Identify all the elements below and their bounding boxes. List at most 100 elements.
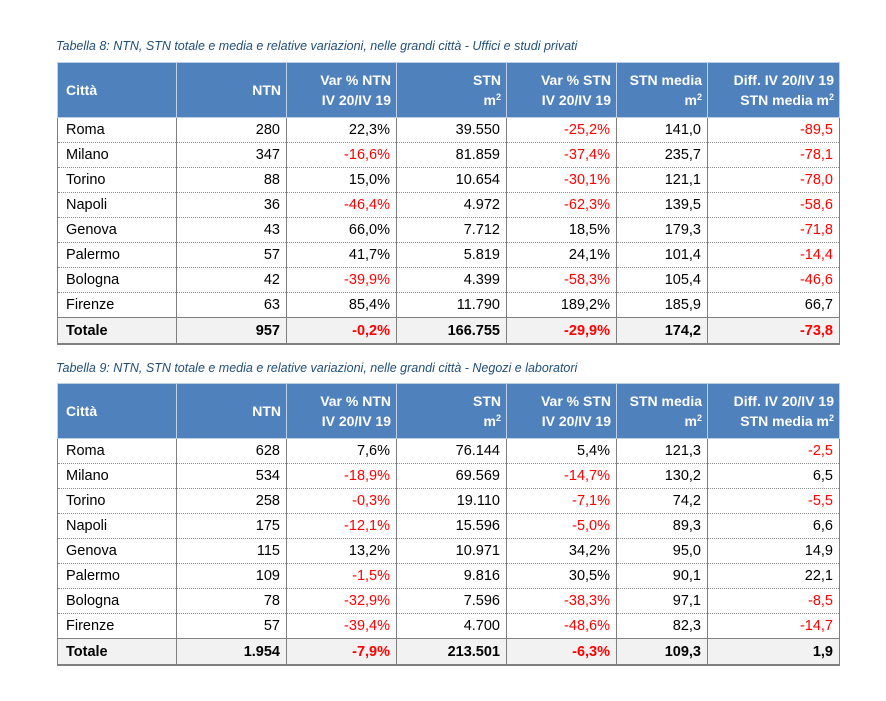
value-cell: -7,1% (506, 488, 617, 514)
city-cell: Torino (57, 488, 177, 514)
column-header-line2: STN media m2 (713, 90, 834, 110)
table-row: Milano 347 -16,6% 81.859 -37,4% 235,7 -78,1 (57, 142, 840, 168)
city-cell: Milano (57, 142, 177, 168)
value-cell: -16,6% (286, 142, 397, 168)
column-header: Città (57, 62, 177, 118)
column-header-superscript: 2 (495, 92, 501, 102)
column-header-line1: STN media (629, 393, 702, 409)
table-total-row: Totale 1.954 -7,9% 213.501 -6,3% 109,3 1,9 (57, 638, 840, 666)
column-header-line2-text: IV 20/IV 19 (321, 92, 391, 108)
value-cell: 4.399 (396, 267, 507, 293)
value-cell: 4.700 (396, 613, 507, 639)
table-9-caption: Tabella 9: NTN, STN totale e media e rel… (56, 361, 578, 375)
column-header-line2: IV 20/IV 19 (292, 411, 391, 431)
value-cell: 1.954 (176, 638, 287, 666)
value-cell: -78,0 (707, 167, 840, 193)
value-cell: 90,1 (616, 563, 708, 589)
value-cell: -32,9% (286, 588, 397, 614)
value-cell: -73,8 (707, 317, 840, 345)
value-cell: -2,5 (707, 438, 840, 464)
column-header-superscript: 2 (696, 413, 702, 423)
city-cell: Genova (57, 217, 177, 243)
value-cell: -14,4 (707, 242, 840, 268)
value-cell: 258 (176, 488, 287, 514)
value-cell: 109,3 (616, 638, 708, 666)
column-header-line2-text: STN media m (740, 92, 829, 108)
table-row: Genova 115 13,2% 10.971 34,2% 95,0 14,9 (57, 538, 840, 564)
column-header-line2: IV 20/IV 19 (292, 90, 391, 110)
value-cell: -14,7 (707, 613, 840, 639)
value-cell: 185,9 (616, 292, 708, 318)
value-cell: -37,4% (506, 142, 617, 168)
value-cell: 189,2% (506, 292, 617, 318)
column-header-line2-text: IV 20/IV 19 (321, 413, 391, 429)
value-cell: 5,4% (506, 438, 617, 464)
column-header-superscript: 2 (696, 92, 702, 102)
column-header-line2-text: STN media m (740, 413, 829, 429)
value-cell: 24,1% (506, 242, 617, 268)
value-cell: -38,3% (506, 588, 617, 614)
column-header-line1: STN media (629, 72, 702, 88)
city-cell: Napoli (57, 513, 177, 539)
value-cell: -18,9% (286, 463, 397, 489)
value-cell: 9.816 (396, 563, 507, 589)
city-cell: Bologna (57, 267, 177, 293)
table-row: Firenze 57 -39,4% 4.700 -48,6% 82,3 -14,7 (57, 613, 840, 639)
city-cell: Roma (57, 438, 177, 464)
value-cell: 213.501 (396, 638, 507, 666)
value-cell: -71,8 (707, 217, 840, 243)
value-cell: 10.654 (396, 167, 507, 193)
value-cell: 19.110 (396, 488, 507, 514)
city-cell: Roma (57, 117, 177, 143)
value-cell: -1,5% (286, 563, 397, 589)
value-cell: 6,6 (707, 513, 840, 539)
column-header-superscript: 2 (828, 413, 834, 423)
table-header-row: Città NTN Var % NTN IV 20/IV 19 STN m2 Var % S… (57, 62, 840, 118)
value-cell: 166.755 (396, 317, 507, 345)
value-cell: 179,3 (616, 217, 708, 243)
value-cell: 141,0 (616, 117, 708, 143)
value-cell: 22,1 (707, 563, 840, 589)
value-cell: -46,4% (286, 192, 397, 218)
value-cell: -14,7% (506, 463, 617, 489)
value-cell: -46,6 (707, 267, 840, 293)
value-cell: 13,2% (286, 538, 397, 564)
column-header: STN media m2 (616, 383, 708, 439)
table-row: Torino 88 15,0% 10.654 -30,1% 121,1 -78,0 (57, 167, 840, 193)
column-header-line1: NTN (252, 82, 281, 98)
value-cell: 85,4% (286, 292, 397, 318)
value-cell: 109 (176, 563, 287, 589)
value-cell: -62,3% (506, 192, 617, 218)
column-header-line2: m2 (402, 411, 501, 431)
column-header-line2: IV 20/IV 19 (512, 90, 611, 110)
column-header: NTN (176, 383, 287, 439)
city-cell: Bologna (57, 588, 177, 614)
column-header-line1: NTN (252, 403, 281, 419)
column-header: Var % STN IV 20/IV 19 (506, 383, 617, 439)
column-header-line1: Diff. IV 20/IV 19 (733, 393, 834, 409)
table-8-caption: Tabella 8: NTN, STN totale e media e rel… (56, 39, 578, 53)
city-cell: Napoli (57, 192, 177, 218)
value-cell: 534 (176, 463, 287, 489)
table-header-row: Città NTN Var % NTN IV 20/IV 19 STN m2 Var % S… (57, 383, 840, 439)
city-cell: Totale (57, 638, 177, 666)
column-header: Var % STN IV 20/IV 19 (506, 62, 617, 118)
column-header-line1: Var % STN (540, 393, 611, 409)
value-cell: 41,7% (286, 242, 397, 268)
value-cell: -58,3% (506, 267, 617, 293)
value-cell: 81.859 (396, 142, 507, 168)
city-cell: Firenze (57, 613, 177, 639)
value-cell: 121,3 (616, 438, 708, 464)
table-row: Milano 534 -18,9% 69.569 -14,7% 130,2 6,5 (57, 463, 840, 489)
table-row: Torino 258 -0,3% 19.110 -7,1% 74,2 -5,5 (57, 488, 840, 514)
value-cell: 235,7 (616, 142, 708, 168)
column-header-line2-text: m (483, 92, 496, 108)
value-cell: 139,5 (616, 192, 708, 218)
column-header: Città (57, 383, 177, 439)
value-cell: 15.596 (396, 513, 507, 539)
city-cell: Firenze (57, 292, 177, 318)
value-cell: 174,2 (616, 317, 708, 345)
column-header: NTN (176, 62, 287, 118)
table-9: Città NTN Var % NTN IV 20/IV 19 STN m2 Var % S… (57, 383, 840, 666)
value-cell: 95,0 (616, 538, 708, 564)
